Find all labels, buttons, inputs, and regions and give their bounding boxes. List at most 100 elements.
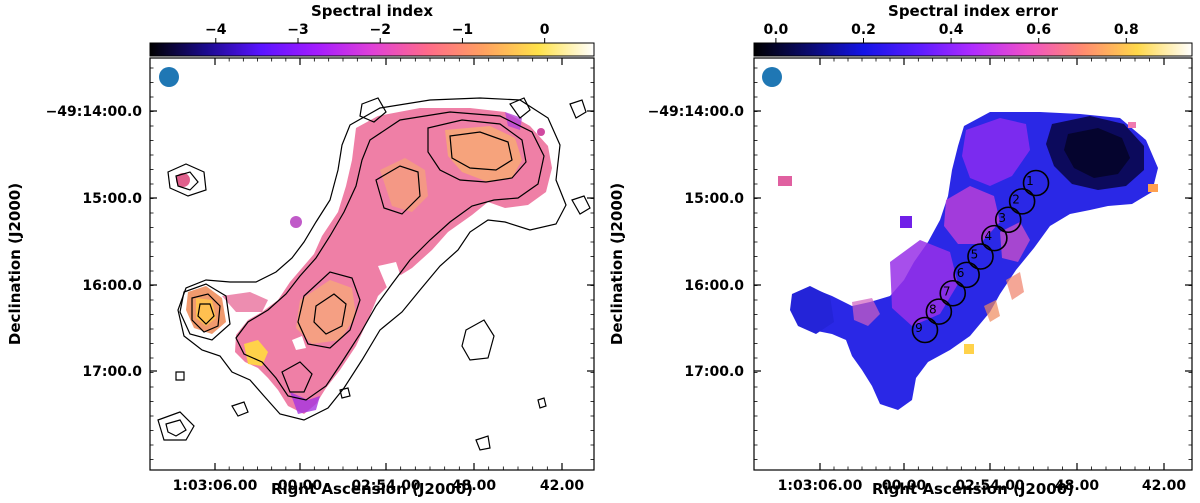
- left-contour-blob-e: [509, 97, 531, 119]
- left-contour-blob-e2: [571, 195, 591, 215]
- region-label-1: 1: [1026, 174, 1034, 188]
- right-beam: [762, 67, 782, 87]
- right-colorbar: [753, 42, 1193, 57]
- right-colorbar-label: Spectral index error: [888, 2, 1059, 20]
- region-circle-5: [967, 243, 994, 270]
- left-emission-yellow-patch: [244, 340, 268, 366]
- left-colorbar-tick-label-0: −4: [205, 22, 227, 38]
- region-label-8: 8: [929, 303, 937, 317]
- region-label-7: 7: [943, 284, 951, 298]
- left-panel: Spectral index −4 −3 −2 −1 0: [6, 2, 595, 498]
- left-y-tick-label-0: −49:14:00.0: [46, 104, 143, 120]
- left-contour-south2: [313, 293, 347, 335]
- left-contour-blob-sw: [157, 411, 195, 441]
- left-emission-gap-b: [292, 336, 306, 350]
- left-contour-west2: [191, 293, 221, 333]
- right-emission-body: [794, 112, 1158, 410]
- left-colorbar-ticks: −4 −3 −2 −1 0: [205, 22, 550, 43]
- region-circle-6: [953, 261, 980, 289]
- region-circle-7: [939, 279, 967, 307]
- left-colorbar-tick-label-4: 0: [540, 22, 550, 38]
- left-contour-spot-a: [167, 163, 207, 197]
- right-colorbar-tick-label-4: 0.8: [1114, 22, 1139, 38]
- right-colorbar-tick-label-2: 0.4: [939, 22, 964, 38]
- right-x-axis-label: Right Ascension (J2000): [872, 480, 1074, 498]
- right-x-tick-label-3: 48.00: [1055, 478, 1100, 494]
- right-emission-spot-c: [964, 344, 974, 354]
- right-x-tick-label-4: 42.00: [1142, 478, 1187, 494]
- region-label-6: 6: [957, 266, 965, 280]
- left-contour-blob-se2: [339, 387, 351, 399]
- right-emission-spot-e: [1128, 122, 1136, 128]
- region-label-9: 9: [915, 321, 923, 335]
- region-circle-3: [994, 206, 1022, 234]
- region-circle-9: [911, 316, 939, 344]
- left-contour-inner2: [427, 119, 527, 183]
- left-contour-blob-sw2: [165, 419, 187, 437]
- left-x-tick-label-4: 42.00: [540, 478, 585, 494]
- left-emission-spot-c: [537, 128, 545, 136]
- right-axes-ticks: 1:03:06.00 00.00 02:54.00 48.00 42.00 −49:14:…: [648, 58, 1192, 494]
- region-circle-1: [1022, 169, 1050, 197]
- right-emission-spot-b: [900, 216, 912, 228]
- right-emission-magenta-west: [852, 298, 880, 326]
- left-x-tick-label-1: 00.00: [278, 478, 323, 494]
- left-contour-west1: [179, 283, 231, 341]
- region-circle-4: [981, 224, 1008, 252]
- right-emission-orange-edge: [1006, 272, 1024, 300]
- left-contour-blob-s2: [175, 371, 185, 381]
- left-emission-bridge: [222, 292, 268, 312]
- left-contour-blob-far-e: [569, 99, 587, 119]
- right-emission-spot-a: [778, 176, 792, 186]
- right-x-tick-label-0: 1:03:06.00: [778, 478, 863, 494]
- right-emission-orange-edge2: [984, 300, 1000, 322]
- right-emission-spot-d: [1148, 184, 1158, 192]
- left-emission-gap-a: [378, 262, 402, 290]
- left-x-tick-label-3: 48.00: [452, 478, 497, 494]
- left-contour-inner3: [449, 131, 513, 171]
- left-contour-south1: [297, 271, 361, 349]
- left-x-tick-label-0: 1:03:06.00: [173, 478, 258, 494]
- right-emission-purple-north: [962, 118, 1030, 186]
- left-x-axis-label: Right Ascension (J2000): [271, 480, 473, 498]
- left-colorbar-label: Spectral index: [311, 2, 433, 20]
- region-circle-2: [1008, 188, 1036, 215]
- right-y-tick-label-3: 17:00.0: [684, 364, 744, 380]
- left-contour-mid: [375, 165, 421, 215]
- region-circle-8: [925, 298, 953, 325]
- region-label-2: 2: [1012, 192, 1020, 206]
- left-emission-spot-b: [290, 216, 302, 228]
- left-contour-blob-w: [359, 97, 387, 123]
- left-contour-west3: [197, 303, 215, 325]
- left-contour-south3: [281, 361, 313, 393]
- right-y-axis-label: Declination (J2000): [608, 183, 626, 345]
- region-label-4: 4: [985, 229, 993, 243]
- right-emission-purple-south: [890, 240, 958, 326]
- right-x-tick-label-1: 00.00: [882, 478, 927, 494]
- left-contour-blob-se: [461, 319, 495, 361]
- region-label-5: 5: [971, 248, 979, 262]
- right-plot-frame: [753, 57, 1193, 471]
- left-colorbar-tick-label-1: −3: [287, 22, 308, 38]
- right-colorbar-tick-label-3: 0.6: [1026, 22, 1051, 38]
- left-contour-outer: [177, 97, 567, 421]
- region-label-3: 3: [998, 211, 1006, 225]
- left-contour-blob-se3: [475, 435, 491, 451]
- left-emission-spot-a: [176, 173, 190, 187]
- left-contour-blob-se4: [537, 397, 547, 409]
- left-colorbar-tick-label-3: −1: [452, 22, 473, 38]
- right-emission-darker-core: [1064, 128, 1130, 178]
- right-colorbar-tick-label-0: 0.0: [763, 22, 788, 38]
- left-colorbar: [149, 42, 595, 57]
- right-x-tick-label-2: 02:54.00: [955, 478, 1025, 494]
- right-y-tick-label-2: 16:00.0: [684, 278, 744, 294]
- left-axes-ticks: 1:03:06.00 00.00 02:54.00 48.00 42.00 −49:14:…: [46, 58, 594, 494]
- left-contour-inner1: [235, 111, 545, 401]
- left-contour-spot-a2: [175, 171, 199, 191]
- left-spectral-index-map: [157, 97, 591, 451]
- left-y-tick-label-2: 16:00.0: [82, 278, 142, 294]
- left-y-tick-label-3: 17:00.0: [82, 364, 142, 380]
